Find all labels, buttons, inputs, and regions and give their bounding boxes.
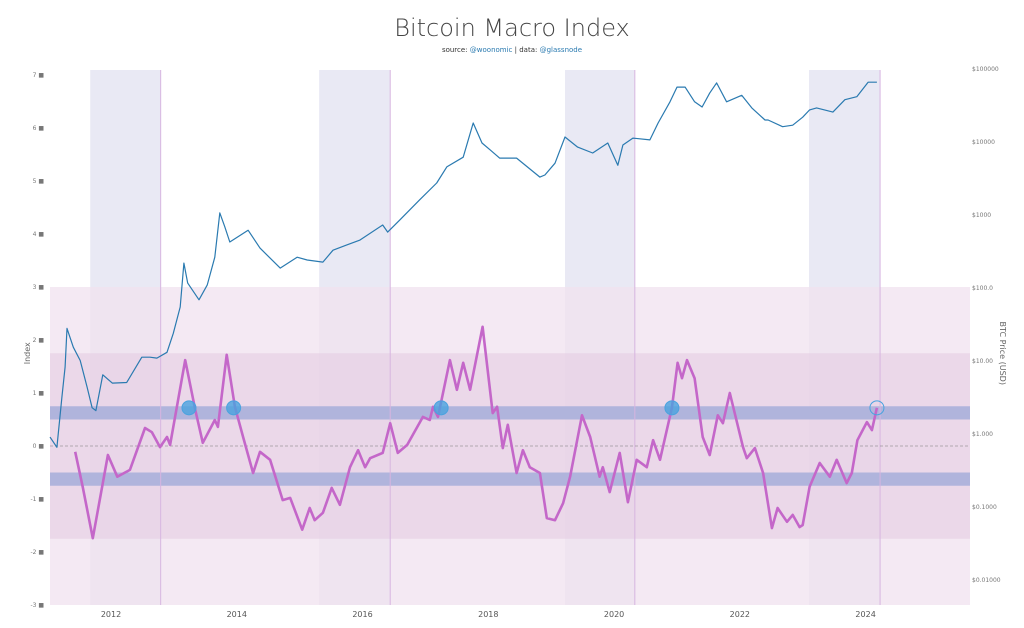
y2-axis-label: BTC Price (USD) bbox=[998, 322, 1007, 385]
y2-tick-label: $100.0 bbox=[972, 285, 993, 292]
y2-tick-label: $1.000 bbox=[972, 431, 993, 438]
y-tick-label: 0 ■ bbox=[33, 443, 45, 450]
y2-tick-label: $10000 bbox=[972, 139, 995, 146]
y-tick-label: -1 ■ bbox=[30, 496, 44, 503]
y-tick-label: 1 ■ bbox=[33, 390, 45, 397]
chart-subtitle: source: @woonomic | data: @glassnode bbox=[0, 46, 1024, 54]
y-tick-label: -2 ■ bbox=[30, 549, 44, 556]
y-tick-label: 5 ■ bbox=[33, 178, 45, 185]
y2-tick-label: $10.00 bbox=[972, 358, 993, 365]
x-tick-label: 2018 bbox=[478, 610, 498, 619]
y2-tick-label: $0.01000 bbox=[972, 577, 1001, 584]
index-line bbox=[73, 325, 879, 540]
y2-tick-label: $1000 bbox=[972, 212, 991, 219]
price-line bbox=[49, 81, 877, 448]
y-tick-label: -3 ■ bbox=[30, 602, 44, 609]
signal-band bbox=[50, 472, 970, 486]
x-tick-label: 2022 bbox=[730, 610, 750, 619]
source-label: source: bbox=[441, 46, 468, 54]
x-tick-label: 2020 bbox=[604, 610, 624, 619]
signal-marker bbox=[433, 400, 449, 416]
y-tick-label: 7 ■ bbox=[33, 72, 45, 79]
y-tick-label: 2 ■ bbox=[33, 337, 45, 344]
x-tick-label: 2024 bbox=[855, 610, 875, 619]
signal-marker bbox=[869, 400, 885, 416]
y2-tick-label: $100000 bbox=[972, 66, 999, 73]
y-tick-label: 4 ■ bbox=[33, 231, 45, 238]
y2-tick-label: $0.1000 bbox=[972, 504, 997, 511]
signal-band bbox=[50, 406, 970, 420]
separator: | bbox=[514, 46, 517, 54]
x-tick-label: 2012 bbox=[101, 610, 121, 619]
y-axis-label: Index bbox=[23, 342, 32, 364]
chart-title: Bitcoin Macro Index bbox=[394, 14, 630, 42]
source-link[interactable]: @woonomic bbox=[469, 46, 513, 54]
signal-marker bbox=[226, 400, 242, 416]
data-label: data: bbox=[519, 46, 538, 54]
y-tick-label: 6 ■ bbox=[33, 125, 45, 132]
signal-marker bbox=[181, 400, 197, 416]
x-tick-label: 2014 bbox=[227, 610, 247, 619]
x-tick-label: 2016 bbox=[352, 610, 372, 619]
data-link[interactable]: @glassnode bbox=[539, 46, 583, 54]
y-tick-label: 3 ■ bbox=[33, 284, 45, 291]
signal-marker bbox=[664, 400, 680, 416]
